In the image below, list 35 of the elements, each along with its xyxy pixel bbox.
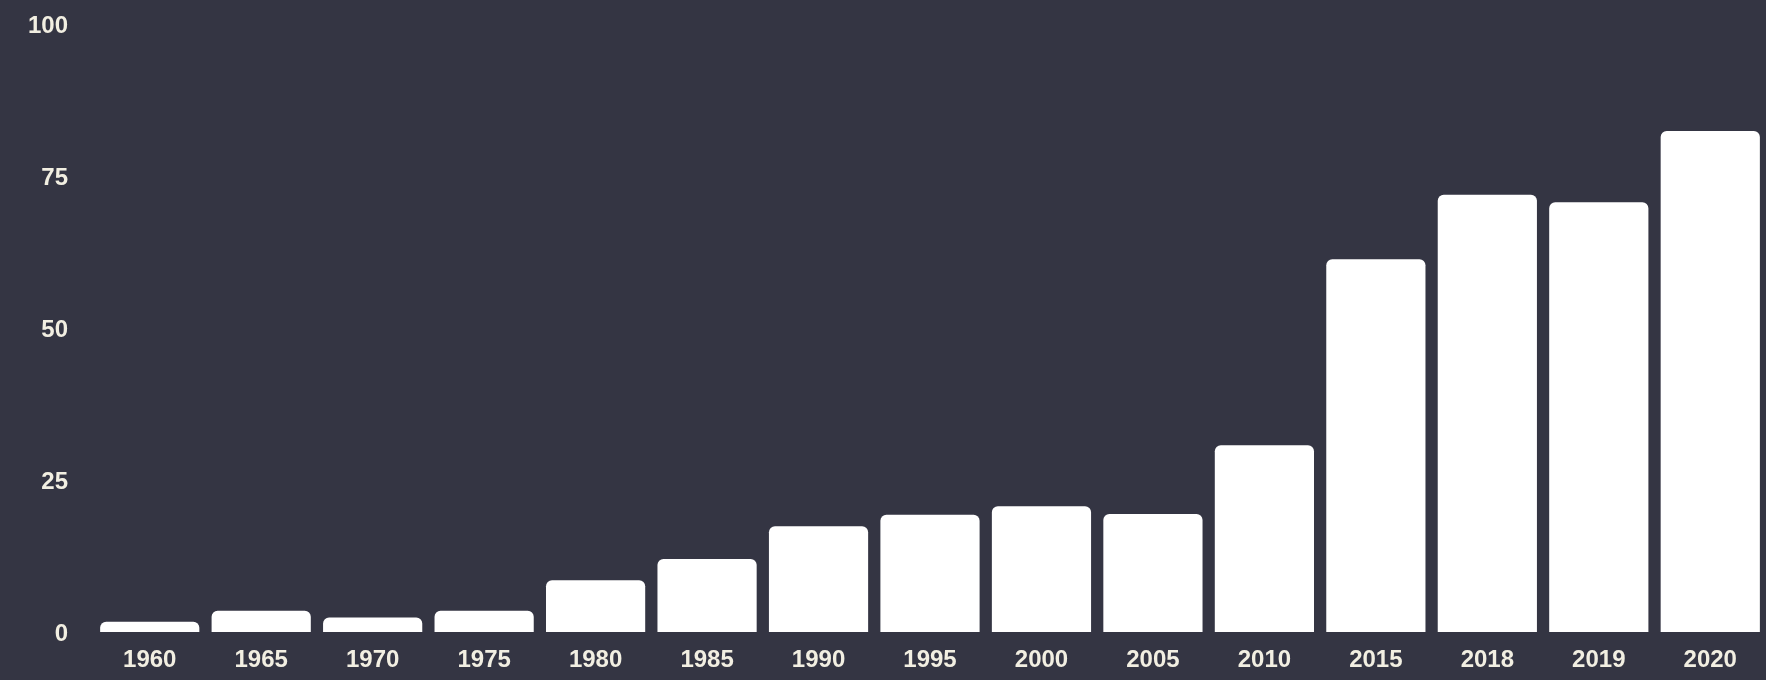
- bar: [100, 621, 200, 632]
- y-tick-label: 50: [41, 314, 68, 342]
- bar: [211, 610, 311, 632]
- x-tick-label: 1975: [457, 644, 511, 672]
- x-tick-label: 1980: [568, 644, 623, 672]
- x-tick-label: 1990: [791, 644, 846, 672]
- y-tick-label: 25: [41, 466, 68, 494]
- x-tick-label: 2005: [1126, 644, 1180, 672]
- bar: [991, 506, 1092, 632]
- x-tick-label: 1965: [234, 644, 288, 672]
- x-tick-label: 2019: [1572, 644, 1626, 672]
- x-tick-label: 1995: [903, 644, 957, 672]
- y-tick-label: 0: [54, 618, 68, 646]
- bar: [768, 526, 869, 632]
- bar: [657, 559, 757, 632]
- bar: [1437, 194, 1537, 632]
- bar: [434, 610, 534, 632]
- x-tick-label: 1970: [345, 644, 400, 672]
- y-tick-label: 75: [41, 162, 68, 190]
- x-tick-label: 1960: [123, 644, 177, 672]
- x-tick-label: 2015: [1349, 644, 1403, 672]
- x-tick-label: 2018: [1460, 644, 1515, 672]
- bar: [323, 617, 423, 632]
- bar: [546, 580, 646, 632]
- bar: [1214, 445, 1314, 632]
- x-tick-label: 2000: [1014, 644, 1069, 672]
- x-tick-label: 2010: [1237, 644, 1292, 672]
- x-tick-label: 1985: [680, 644, 734, 672]
- bar: [1660, 131, 1760, 632]
- y-tick-label: 100: [27, 10, 68, 38]
- bar: [1549, 202, 1649, 632]
- bar: [1326, 259, 1426, 632]
- bar: [1103, 514, 1203, 632]
- x-tick-label: 2020: [1683, 644, 1737, 672]
- bar: [880, 514, 980, 632]
